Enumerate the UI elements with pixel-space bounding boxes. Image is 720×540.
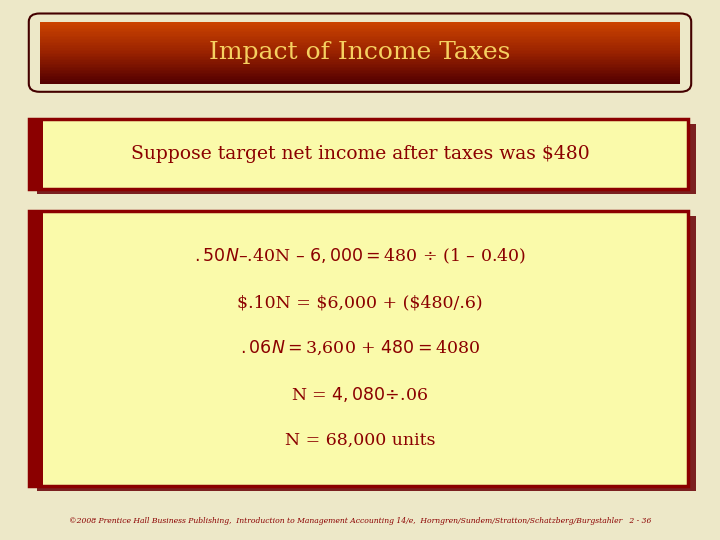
Bar <box>40 73 680 75</box>
Bar <box>40 62 680 64</box>
Bar <box>40 25 680 26</box>
Bar <box>40 32 680 34</box>
Bar <box>40 75 680 76</box>
Bar <box>40 59 680 60</box>
Bar <box>40 45 680 46</box>
Text: ©2008 Prentice Hall Business Publishing,  Introduction to Management Accounting : ©2008 Prentice Hall Business Publishing,… <box>69 517 651 525</box>
Text: Suppose target net income after taxes was $480: Suppose target net income after taxes wa… <box>130 145 590 163</box>
Bar <box>29 211 43 486</box>
Text: Impact of Income Taxes: Impact of Income Taxes <box>210 41 510 64</box>
Text: $.50N – $.40N – $6,000 = $480 ÷ (1 – 0.40): $.50N – $.40N – $6,000 = $480 ÷ (1 – 0.4… <box>194 247 526 266</box>
Bar <box>40 26 680 28</box>
Bar <box>40 43 680 45</box>
Bar <box>40 66 680 68</box>
Bar <box>40 39 680 40</box>
Bar <box>40 29 680 31</box>
Bar <box>40 46 680 48</box>
Bar <box>40 64 680 65</box>
Bar <box>40 36 680 37</box>
Bar <box>40 79 680 80</box>
Bar <box>40 42 680 43</box>
Bar <box>40 48 680 50</box>
Bar <box>40 65 680 66</box>
Bar <box>40 60 680 62</box>
Bar <box>40 40 680 42</box>
Bar <box>40 70 680 71</box>
Bar <box>37 216 696 491</box>
Text: N = 68,000 units: N = 68,000 units <box>284 431 436 449</box>
Bar <box>40 71 680 73</box>
Text: N = $4,080 ÷ $.06: N = $4,080 ÷ $.06 <box>292 384 428 404</box>
Bar <box>40 50 680 51</box>
Bar <box>29 119 43 189</box>
Bar <box>29 119 688 189</box>
Text: $.06N = $3,600 + $480 = $4080: $.06N = $3,600 + $480 = $4080 <box>240 339 480 357</box>
Bar <box>40 57 680 59</box>
Bar <box>40 31 680 32</box>
Bar <box>40 23 680 25</box>
Bar <box>40 54 680 56</box>
Bar <box>40 28 680 29</box>
Bar <box>40 78 680 79</box>
Bar <box>40 80 680 82</box>
Bar <box>40 53 680 54</box>
Bar <box>40 76 680 78</box>
Bar <box>40 82 680 84</box>
Bar <box>40 51 680 53</box>
Bar <box>40 34 680 36</box>
Bar <box>40 56 680 57</box>
Bar <box>29 211 688 486</box>
Bar <box>40 68 680 70</box>
Bar <box>40 37 680 39</box>
Text: $.10N = $6,000 + ($480/.6): $.10N = $6,000 + ($480/.6) <box>237 294 483 311</box>
Bar <box>40 22 680 23</box>
Bar <box>37 124 696 194</box>
